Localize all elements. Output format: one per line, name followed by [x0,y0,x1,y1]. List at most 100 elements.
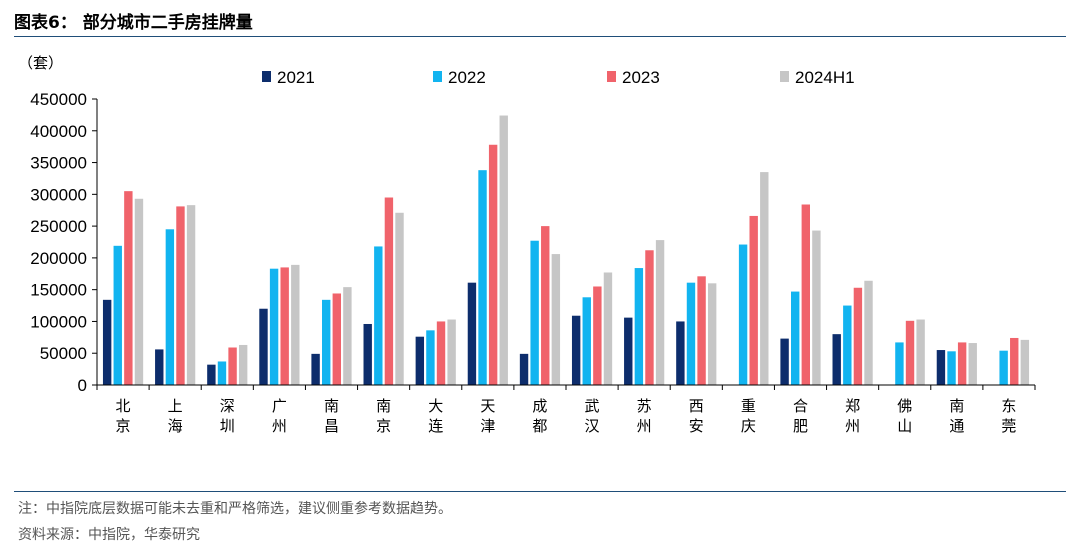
bar-2023-佛山 [905,320,915,385]
bar-2022-苏州 [634,268,644,385]
x-category-label: 武 [585,397,600,415]
x-category-label: 大 [428,397,443,415]
x-category-label: 北 [116,397,131,415]
bar-2022-广州 [269,268,279,385]
bar-2021-苏州 [624,317,633,385]
x-category-label: 深 [220,397,235,415]
x-category-label: 成 [532,397,547,415]
y-tick-label: 100000 [30,312,87,331]
x-category-label: 通 [949,417,964,435]
bar-2023-郑州 [853,287,863,385]
footnote: 注：中指院底层数据可能未去重和严格筛选，建议侧重参考数据趋势。 [18,501,452,517]
bar-2023-广州 [280,267,289,385]
legend-label: 2023 [622,68,660,87]
y-tick-label: 50000 [40,344,87,363]
bar-2021-郑州 [832,334,841,385]
bar-2023-合肥 [801,204,810,385]
x-category-label: 东 [1001,397,1016,415]
x-category-label: 南 [324,397,339,415]
bar-2022-成都 [530,240,539,385]
bar-2021-南昌 [311,353,320,385]
legend-swatch [262,71,271,82]
x-category-label: 肥 [793,417,808,435]
x-category-label: 津 [480,417,495,435]
x-category-label: 重 [741,397,756,415]
bar-2021-南通 [936,350,946,385]
bar-2022-郑州 [843,305,852,385]
bar-2024H1-大连 [447,319,456,385]
y-unit-label: （套） [18,54,63,72]
bar-2021-天津 [467,282,477,385]
x-category-label: 州 [845,417,860,435]
bar-2022-上海 [165,229,175,385]
bar-2023-大连 [436,321,446,385]
bar-2021-广州 [259,308,268,385]
x-category-label: 庆 [741,417,756,435]
bar-2024H1-广州 [291,264,300,385]
y-tick-label: 200000 [30,249,87,268]
x-category-label: 合 [793,397,808,415]
x-category-label: 圳 [220,417,235,435]
y-tick-label: 400000 [30,122,87,141]
legend-swatch [607,71,616,82]
bar-2023-北京 [124,191,133,385]
bar-2021-西安 [676,321,685,385]
bar-2024H1-北京 [134,198,144,385]
bar-2024H1-天津 [499,115,508,385]
bar-2024H1-苏州 [655,240,665,385]
x-category-label: 州 [637,417,652,435]
bar-2023-西安 [697,276,706,385]
chart-title: 图表6： 部分城市二手房挂牌量 [14,13,253,33]
legend-label: 2022 [448,68,486,87]
x-category-label: 南 [949,397,964,415]
y-tick-label: 450000 [30,90,87,109]
y-tick-label: 0 [78,376,87,395]
bar-2024H1-佛山 [916,319,925,385]
bar-2024H1-南京 [395,212,404,385]
bar-2021-合肥 [780,338,789,385]
bar-2022-深圳 [217,361,227,385]
bar-2023-武汉 [593,286,602,385]
y-tick-label: 350000 [30,154,87,173]
legend: 2021 2022 2023 2024H1 [262,68,855,87]
x-category-label: 天 [480,397,495,415]
bar-2024H1-东莞 [1020,339,1030,385]
bars [102,115,1030,385]
x-category-label: 广 [272,397,287,415]
x-category-label: 上 [168,397,183,415]
bar-2024H1-武汉 [603,272,613,385]
bar-2024H1-南通 [968,343,977,385]
x-category-label: 都 [532,417,547,435]
bar-2023-南通 [957,342,967,385]
x-category-label: 苏 [637,397,652,415]
bar-chart: （套） 2021 2022 2023 2024H1 0 50000 100000 15000… [18,54,1036,435]
y-tick-label: 250000 [30,217,87,236]
y-tick-label: 300000 [30,185,87,204]
legend-swatch [780,71,789,82]
x-category-label: 连 [428,417,443,435]
x-category-label: 郑 [845,397,860,415]
x-category-label: 京 [116,417,131,435]
legend-label: 2024H1 [795,68,855,87]
legend-swatch [433,71,442,82]
bar-2023-深圳 [228,347,237,385]
bar-2024H1-合肥 [812,230,821,385]
x-category-label: 州 [272,417,287,435]
source-note: 资料来源：中指院，华泰研究 [18,527,200,543]
bar-2021-北京 [102,299,112,385]
x-category-label: 海 [168,417,183,435]
bar-2023-苏州 [645,250,654,385]
bar-2024H1-深圳 [238,344,248,385]
bar-2023-南昌 [332,293,341,385]
bar-2022-重庆 [738,244,748,385]
y-axis: 0 50000 100000 150000 200000 250000 300000 3500… [30,90,98,395]
bar-2023-天津 [488,144,498,385]
title-bar: 图表6： 部分城市二手房挂牌量 [14,4,1066,37]
bar-2021-武汉 [571,315,581,385]
footer-divider [14,491,1066,492]
bar-2023-成都 [541,226,550,385]
bar-2022-南京 [374,246,383,385]
bar-2023-重庆 [749,215,758,385]
bar-2021-深圳 [207,364,216,385]
